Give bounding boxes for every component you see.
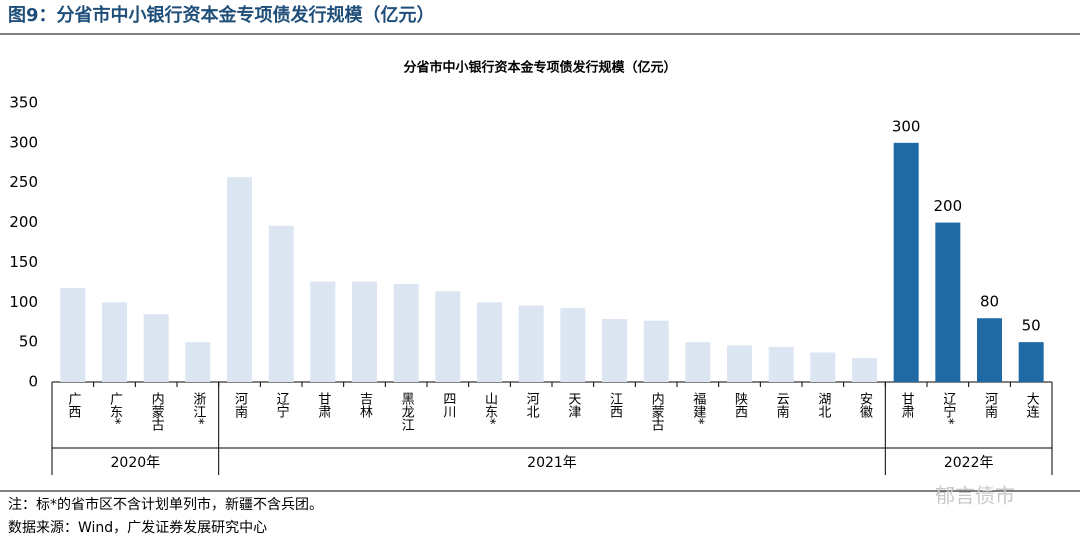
bar [685,342,711,382]
y-tick-label: 200 [9,213,38,231]
bar [1018,342,1044,382]
x-tick-label: 黑龙江 [399,392,415,431]
data-label: 50 [1022,317,1041,335]
bar [643,320,669,382]
x-tick-label: 大连 [1024,392,1040,419]
note: 注：标*的省市区不含计划单列市，新疆不含兵团。 [8,496,323,513]
page-title: 图9：分省市中小银行资本金专项债发行规模（亿元） [8,4,435,26]
data-label: 200 [934,197,963,215]
x-tick-label: 四川 [440,392,456,418]
bar [185,342,211,382]
x-tick-label: 甘肃 [315,392,331,418]
bar [768,346,794,382]
source: 数据来源：Wind，广发证券发展研究中心 [8,520,267,536]
x-tick-label: 河南 [982,392,998,418]
y-tick-label: 0 [28,373,38,391]
x-tick-label: 山东* [482,392,498,425]
bar [518,305,544,382]
y-tick-label: 300 [9,133,38,151]
group-label: 2022年 [944,455,994,471]
x-tick-label: 浙江* [190,392,206,425]
x-tick-label: 内蒙古 [649,391,665,431]
watermark: 郁言债市 [935,484,1015,508]
bar [143,314,169,382]
x-tick-label: 天津 [565,392,581,418]
bar [935,222,961,382]
bar [560,307,586,382]
bar [602,319,627,382]
x-tick-label: 甘肃 [899,392,915,418]
x-tick-label: 云南 [774,392,790,418]
data-label: 80 [980,293,999,311]
bar [352,281,377,382]
x-tick-label: 河南 [232,392,248,418]
x-tick-label: 河北 [524,392,540,419]
y-tick-label: 250 [9,173,38,191]
group-label: 2020年 [111,455,161,471]
bar [810,352,836,382]
bar [60,287,86,382]
bar [227,177,252,382]
x-tick-label: 广东* [107,392,123,425]
bar [310,281,336,382]
x-tick-label: 吉林 [357,392,373,418]
x-tick-label: 辽宁* [940,392,956,425]
group-label: 2021年 [527,455,577,471]
x-tick-label: 江西 [607,392,623,418]
bar [977,318,1002,382]
y-tick-label: 100 [9,293,38,311]
x-tick-label: 安徽 [857,392,873,418]
bar [102,302,127,382]
bar [852,358,877,382]
bar [477,302,502,382]
y-tick-label: 50 [19,333,38,351]
x-tick-label: 福建* [690,392,706,425]
bar [727,345,752,382]
y-tick-label: 350 [9,94,38,112]
bar [268,225,294,382]
x-tick-label: 辽宁 [274,392,290,418]
chart-title: 分省市中小银行资本金专项债发行规模（亿元） [403,60,676,76]
x-tick-label: 广西 [65,392,81,418]
bar [435,291,461,382]
bar [393,283,419,382]
data-label: 300 [892,117,921,135]
y-tick-label: 150 [9,253,38,271]
bar [893,142,919,382]
x-tick-label: 内蒙古 [149,391,165,431]
x-tick-label: 湖北 [815,392,831,419]
x-tick-label: 陕西 [732,392,748,418]
